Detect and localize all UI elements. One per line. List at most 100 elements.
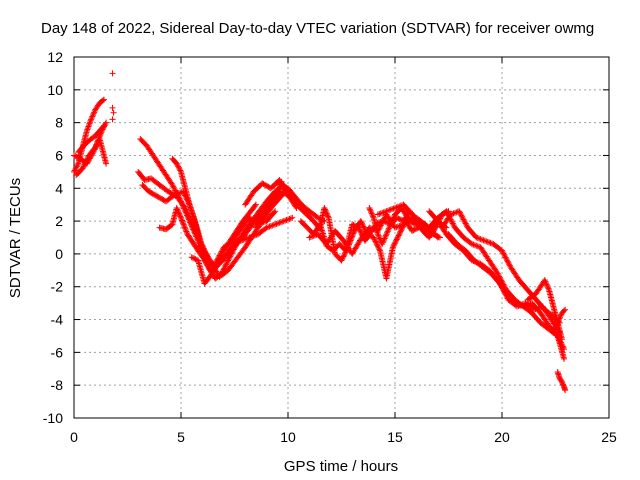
data-point — [459, 215, 466, 222]
data-point — [393, 224, 400, 231]
series-track-d — [75, 122, 107, 156]
data-point — [558, 336, 565, 343]
data-point — [103, 119, 110, 126]
data-point — [554, 319, 561, 326]
data-point — [109, 104, 116, 111]
data-point — [379, 219, 386, 226]
data-point — [463, 221, 470, 228]
data-point — [82, 160, 89, 167]
data-point — [350, 229, 357, 236]
data-point — [91, 109, 98, 116]
data-point — [211, 265, 218, 272]
data-point — [83, 127, 90, 134]
data-point — [366, 224, 373, 231]
data-point — [258, 216, 265, 223]
data-point — [380, 209, 387, 216]
data-point — [359, 222, 366, 229]
data-point — [470, 241, 477, 248]
data-point — [269, 222, 276, 229]
data-point — [561, 307, 568, 314]
data-point — [182, 227, 189, 234]
data-point — [368, 209, 375, 216]
data-point — [553, 322, 560, 329]
data-point — [460, 216, 467, 223]
data-point — [176, 210, 183, 217]
data-point — [370, 234, 377, 241]
data-point — [552, 325, 559, 332]
data-point — [71, 152, 77, 159]
data-point — [178, 216, 185, 223]
data-point — [436, 234, 443, 241]
data-point — [395, 215, 402, 222]
data-point — [392, 239, 399, 246]
data-point — [232, 243, 239, 250]
data-point — [398, 227, 405, 234]
data-point — [175, 163, 182, 170]
data-point — [348, 236, 355, 243]
data-point — [84, 124, 91, 131]
data-point — [100, 96, 107, 103]
data-point — [380, 216, 387, 223]
data-point — [397, 228, 404, 235]
data-point — [109, 116, 116, 123]
data-point — [176, 211, 183, 218]
data-point — [499, 247, 505, 254]
data-point — [95, 137, 102, 144]
data-point — [344, 245, 351, 252]
series-track-x — [550, 306, 569, 336]
data-point — [489, 240, 496, 247]
data-point — [384, 228, 391, 235]
data-point — [515, 302, 522, 309]
data-point — [467, 240, 474, 247]
data-point — [350, 230, 357, 237]
data-point — [243, 235, 250, 242]
data-point — [415, 224, 422, 231]
data-point — [366, 206, 373, 213]
data-point — [181, 224, 188, 231]
data-point — [342, 249, 349, 256]
data-point — [276, 184, 283, 191]
data-point — [341, 252, 348, 259]
data-point — [171, 191, 178, 198]
y-tick-label: -6 — [51, 344, 64, 360]
data-point — [494, 270, 501, 277]
data-point — [364, 231, 371, 238]
data-point — [170, 192, 177, 199]
data-point — [88, 114, 95, 121]
data-point — [199, 248, 206, 255]
data-point — [322, 207, 329, 214]
data-point — [170, 183, 177, 190]
data-point — [309, 233, 316, 240]
data-point — [383, 231, 390, 238]
data-point — [109, 70, 116, 77]
data-point — [222, 262, 229, 269]
data-point — [385, 226, 392, 233]
data-point — [183, 229, 190, 236]
data-point — [94, 140, 101, 147]
data-point — [362, 228, 369, 235]
data-point — [375, 245, 382, 252]
data-point — [532, 306, 539, 313]
data-point — [280, 218, 287, 225]
data-point — [203, 258, 210, 265]
data-point — [169, 181, 176, 188]
data-point — [458, 212, 465, 219]
data-point — [179, 217, 186, 224]
series-track-v — [524, 277, 565, 343]
data-point — [277, 181, 284, 188]
data-point — [469, 241, 476, 248]
data-point — [93, 141, 100, 148]
data-point — [170, 184, 177, 191]
data-point — [81, 161, 88, 168]
data-point — [390, 215, 397, 222]
data-point — [342, 248, 349, 255]
data-point — [201, 251, 208, 258]
data-point — [173, 204, 180, 211]
data-point — [387, 221, 394, 228]
data-point — [498, 283, 505, 290]
data-point — [343, 246, 350, 253]
data-point — [276, 182, 283, 189]
data-point — [477, 236, 484, 243]
data-point — [459, 213, 466, 220]
data-point — [171, 186, 178, 193]
